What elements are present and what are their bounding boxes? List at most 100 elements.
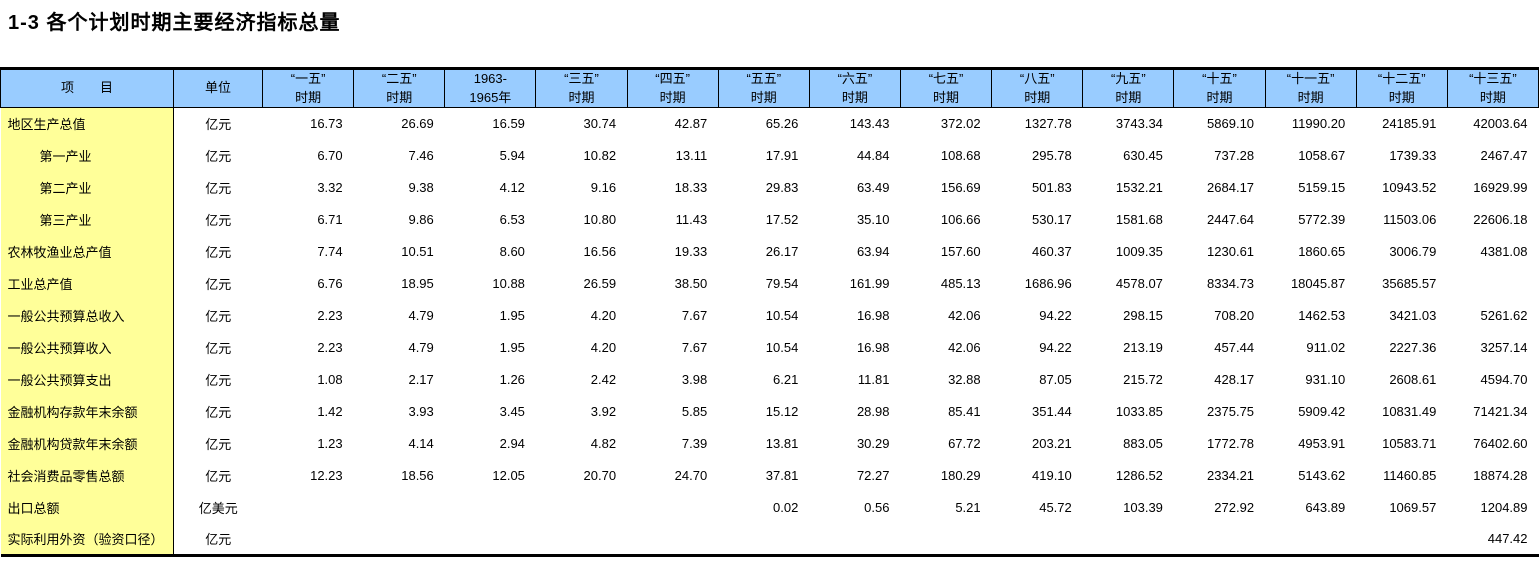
column-header-period-14: “十三五” 时期: [1446, 67, 1539, 108]
value-cell: 5159.15: [1298, 180, 1346, 195]
page-title: 1-3 各个计划时期主要经济指标总量: [8, 12, 341, 34]
value-cell: 42.87: [674, 116, 708, 132]
value-cell: 4.20: [590, 308, 617, 323]
value-cell: 1033.85: [1115, 404, 1163, 419]
value-cell: 3421.03: [1389, 308, 1437, 323]
value-cell: 20.70: [583, 468, 617, 483]
value-cell: 298.15: [1123, 308, 1163, 323]
value-cell: 643.89: [1305, 500, 1346, 515]
value-cell: 5.85: [681, 404, 708, 419]
table-row: 农林牧渔业总产值 亿元 7.74 10.51 8.60 16.56 19.33 26.17 63…: [0, 235, 1539, 268]
value-cell: 272.92: [1214, 500, 1255, 515]
value-cell: [263, 524, 354, 556]
value-cell: 16.98: [856, 340, 890, 355]
value-cell: 65.26: [765, 116, 799, 132]
value-cell: [1083, 524, 1174, 556]
value-cell: 19.33: [674, 244, 708, 259]
value-cell: 72.27: [856, 468, 890, 483]
value-cell: 11990.20: [1291, 116, 1346, 132]
row-unit: 亿元: [205, 181, 232, 196]
column-header-period-6: “五五” 时期: [717, 67, 810, 108]
value-cell: 94.22: [1039, 340, 1072, 355]
table-row: 出口总额 亿美元 0.02 0.56 5.21 45.72 103.39 272.92 643.…: [0, 491, 1539, 524]
value-cell: 2227.36: [1389, 340, 1437, 355]
value-cell: 0.02: [773, 500, 799, 515]
value-cell: 44.84: [856, 148, 890, 163]
table-row: 工业总产值 亿元 6.76 18.95 10.88 26.59 38.50 79.54 161.…: [0, 267, 1539, 300]
row-label: 实际利用外资（验资口径）: [0, 523, 174, 556]
value-cell: 1204.89: [1480, 500, 1528, 515]
value-cell: 1772.78: [1207, 436, 1255, 451]
value-cell: 4594.70: [1480, 372, 1528, 387]
value-cell: 29.83: [765, 180, 799, 195]
value-cell: 11460.85: [1383, 468, 1437, 483]
row-unit: 亿元: [205, 149, 232, 164]
value-cell: 13.81: [765, 436, 799, 451]
value-cell: 428.17: [1214, 372, 1255, 387]
value-cell: 3.32: [317, 180, 343, 195]
value-cell: 30.74: [583, 116, 617, 132]
value-cell: 2447.64: [1207, 212, 1255, 227]
column-header-period-13: “十二五” 时期: [1355, 67, 1448, 108]
row-label: 第二产业: [0, 171, 174, 204]
value-cell: 17.91: [765, 148, 799, 163]
value-cell: 26.59: [583, 276, 617, 291]
row-unit: 亿元: [205, 277, 232, 292]
column-header-period-12: “十一五” 时期: [1264, 67, 1357, 108]
value-cell: 71421.34: [1473, 404, 1528, 419]
value-cell: 7.67: [681, 308, 708, 323]
value-cell: [1265, 524, 1356, 556]
value-cell: 1230.61: [1207, 244, 1255, 259]
value-cell: 3.98: [681, 372, 708, 387]
value-cell: 63.49: [856, 180, 890, 195]
value-cell: [1447, 268, 1538, 300]
value-cell: [354, 492, 445, 524]
value-cell: 10.51: [401, 244, 434, 259]
value-cell: [627, 492, 718, 524]
value-cell: [992, 524, 1083, 556]
value-cell: 12.05: [492, 468, 525, 483]
value-cell: 37.81: [765, 468, 799, 483]
value-cell: 6.71: [317, 212, 343, 227]
value-cell: 108.68: [940, 148, 981, 163]
value-cell: 38.50: [674, 276, 708, 291]
value-cell: [263, 492, 354, 524]
value-cell: 28.98: [856, 404, 890, 419]
column-header-period-8: “七五” 时期: [899, 67, 993, 108]
column-header-period-4: “三五” 时期: [535, 67, 628, 108]
value-cell: 1.95: [499, 308, 525, 323]
value-cell: 372.02: [940, 116, 981, 132]
value-cell: 11.81: [857, 372, 890, 387]
value-cell: 143.43: [849, 116, 890, 132]
row-label: 一般公共预算总收入: [0, 299, 174, 332]
value-cell: 18.33: [674, 180, 708, 195]
value-cell: 0.56: [864, 500, 890, 515]
value-cell: 7.39: [681, 436, 708, 451]
column-header-period-9: “八五” 时期: [991, 67, 1084, 108]
economic-indicators-table: 项 目 单位 “一五” 时期 “二五” 时期 1963- 1965年 “三五” 时期 “…: [0, 67, 1539, 557]
table-row: 第三产业 亿元 6.71 9.86 6.53 10.80 11.43 17.52 35.10 10…: [0, 203, 1539, 236]
row-unit: 亿元: [205, 437, 232, 452]
value-cell: 2.23: [317, 308, 343, 323]
value-cell: 4.79: [408, 308, 434, 323]
row-label: 工业总产值: [0, 267, 174, 300]
value-cell: 2.42: [590, 372, 617, 387]
value-cell: 1860.65: [1298, 244, 1346, 259]
value-cell: 26.69: [401, 116, 434, 132]
value-cell: 8.60: [499, 244, 525, 259]
value-cell: 10.88: [492, 276, 525, 291]
value-cell: 215.72: [1123, 372, 1163, 387]
value-cell: 24.70: [674, 468, 708, 483]
value-cell: 10.82: [583, 148, 617, 163]
column-header-period-11: “十五” 时期: [1173, 67, 1266, 108]
value-cell: 6.76: [317, 276, 343, 291]
value-cell: 1069.57: [1389, 500, 1437, 515]
value-cell: 10.54: [765, 340, 799, 355]
value-cell: 2.17: [408, 372, 434, 387]
value-cell: [718, 524, 809, 556]
value-cell: 5261.62: [1480, 308, 1528, 323]
table-row: 实际利用外资（验资口径） 亿元 447.42: [0, 523, 1539, 556]
value-cell: 1686.96: [1024, 276, 1072, 291]
row-label: 金融机构贷款年末余额: [0, 427, 174, 460]
value-cell: 79.54: [765, 276, 799, 291]
